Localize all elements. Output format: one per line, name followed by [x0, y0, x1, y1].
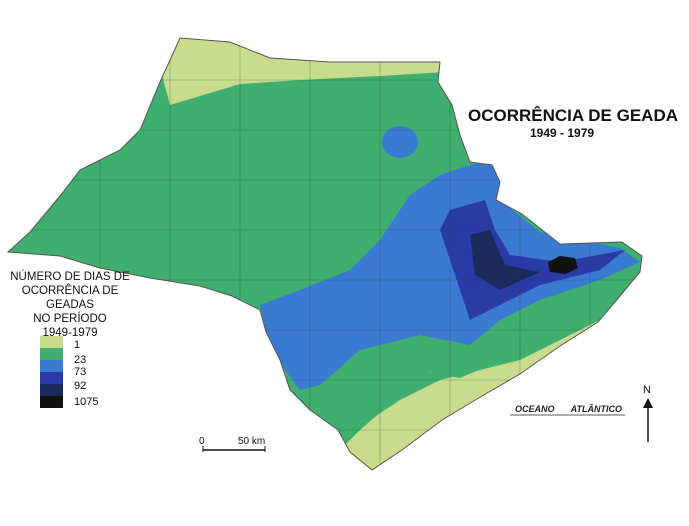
zone-1075: [470, 230, 540, 290]
ocean-label: OCEANO ATLÂNTICO: [515, 404, 622, 414]
legend-title-line: NO PERÍODO: [33, 313, 107, 325]
legend-label: 92: [74, 380, 87, 392]
zone-73: [260, 160, 640, 390]
legend-title-line: NÚMERO DE DIAS DE: [10, 271, 130, 283]
scale-end: 50 km: [238, 436, 266, 447]
legend-swatch: [40, 396, 63, 408]
zone-92: [440, 200, 625, 320]
legend-title-line: 1949-1979: [42, 327, 98, 339]
legend-label: 1075: [74, 396, 99, 408]
legend-swatch: [40, 360, 63, 372]
legend-title-line: OCORRÊNCIA DE GEADAS: [21, 285, 119, 311]
north-label: N: [643, 384, 651, 396]
legend-label: 1: [74, 339, 81, 351]
legend-title: NÚMERO DE DIAS DE OCORRÊNCIA DE GEADAS N…: [2, 270, 138, 340]
zone-73-lake: [382, 126, 418, 158]
state-border: [6, 37, 643, 471]
legend-swatch: [40, 348, 63, 360]
zone-23-coastband: [330, 290, 640, 440]
scale-start: 0: [199, 436, 205, 447]
legend-swatch: [40, 336, 63, 348]
north-arrow-icon: [643, 398, 653, 442]
map-title: OCORRÊNCIA DE GEADA: [468, 106, 678, 125]
legend-swatch: [40, 372, 63, 384]
legend-swatch: [40, 384, 63, 396]
map-period: 1949 - 1979: [530, 126, 595, 140]
legend-label: 23: [74, 354, 87, 366]
city-blob: [548, 256, 578, 274]
legend-label: 73: [74, 366, 87, 378]
